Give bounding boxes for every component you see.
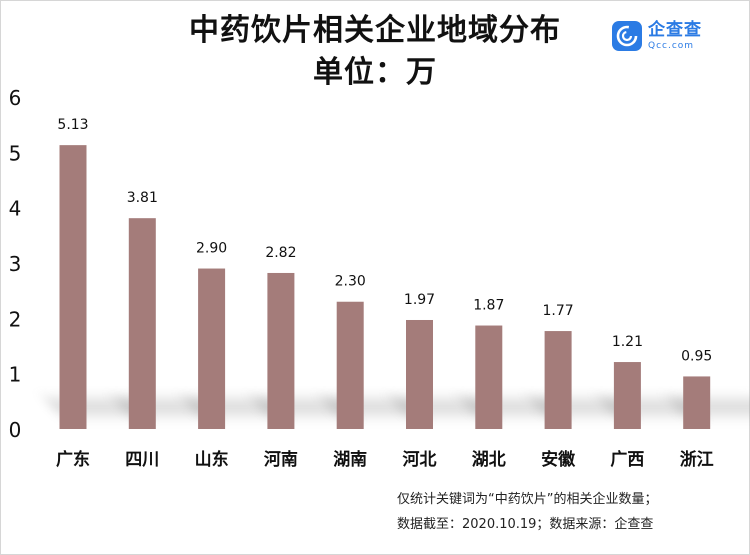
value-labels: 5.13 3.81 2.90 2.82 2.30 1.97 1.87 1.77 1.21 0.95 bbox=[57, 117, 712, 364]
bar-1 bbox=[128, 218, 156, 429]
footnote: 仅统计关键词为“中药饮片”的相关企业数量； 数据截至：2020.10.19；数据… bbox=[397, 487, 742, 537]
logo-name-en: Qcc.com bbox=[648, 40, 695, 51]
x-tick-label-4: 湖南 bbox=[333, 449, 367, 470]
bar-2 bbox=[198, 268, 226, 429]
y-tick-label-3: 3 bbox=[9, 252, 22, 276]
value-label-5: 1.97 bbox=[404, 292, 435, 308]
bar-3 bbox=[267, 272, 295, 429]
y-tick-label-1: 1 bbox=[9, 363, 22, 387]
bar-6 bbox=[475, 325, 503, 429]
chart-title: 中药饮片相关企业地域分布 bbox=[189, 13, 561, 48]
value-label-9: 0.95 bbox=[681, 348, 712, 364]
logo-name-cn: 企查查 bbox=[648, 19, 702, 40]
value-label-1: 3.81 bbox=[127, 190, 158, 206]
x-tick-label-8: 广西 bbox=[610, 449, 644, 470]
footnote-line-2: 数据截至：2020.10.19；数据来源：企查查 bbox=[397, 517, 654, 532]
x-tick-label-0: 广东 bbox=[56, 449, 90, 470]
footnote-line-1: 仅统计关键词为“中药饮片”的相关企业数量； bbox=[397, 492, 658, 507]
y-tick-label-0: 0 bbox=[9, 418, 22, 442]
x-tick-label-2: 山东 bbox=[195, 449, 229, 470]
y-tick-label-4: 4 bbox=[9, 197, 22, 221]
value-label-0: 5.13 bbox=[57, 117, 88, 133]
value-label-8: 1.21 bbox=[612, 334, 643, 350]
bars bbox=[59, 145, 711, 429]
y-tick-label-2: 2 bbox=[9, 307, 22, 331]
x-tick-label-1: 四川 bbox=[125, 450, 159, 470]
x-tick-label-7: 安徽 bbox=[541, 449, 576, 470]
value-label-3: 2.82 bbox=[265, 245, 296, 261]
value-label-6: 1.87 bbox=[473, 298, 504, 314]
bar-9 bbox=[683, 376, 711, 429]
bar-5 bbox=[406, 319, 433, 429]
chart-unit: 单位：万 bbox=[313, 55, 437, 90]
qcc-logo-icon bbox=[612, 21, 642, 51]
y-tick-label-5: 5 bbox=[9, 141, 22, 165]
bar-7 bbox=[544, 331, 572, 429]
x-axis-ticks: 广东 四川 山东 河南 湖南 河北 湖北 安徽 广西 浙江 bbox=[56, 449, 714, 470]
bar-0 bbox=[59, 145, 87, 429]
x-tick-label-3: 河南 bbox=[264, 449, 298, 470]
x-tick-label-9: 浙江 bbox=[680, 449, 714, 470]
bar-4 bbox=[336, 301, 364, 429]
value-label-2: 2.90 bbox=[196, 241, 227, 257]
x-tick-label-6: 湖北 bbox=[472, 450, 506, 470]
value-label-7: 1.77 bbox=[543, 303, 574, 319]
value-label-4: 2.30 bbox=[335, 274, 366, 290]
y-tick-label-6: 6 bbox=[9, 86, 22, 110]
bar-8 bbox=[613, 362, 641, 429]
title-block: 中药饮片相关企业地域分布 单位：万 bbox=[0, 10, 750, 94]
x-tick-label-5: 河北 bbox=[403, 450, 437, 470]
qcc-logo: 企查查 Qcc.com bbox=[612, 20, 702, 52]
y-axis-ticks: 0 1 2 3 4 5 6 bbox=[9, 86, 22, 442]
